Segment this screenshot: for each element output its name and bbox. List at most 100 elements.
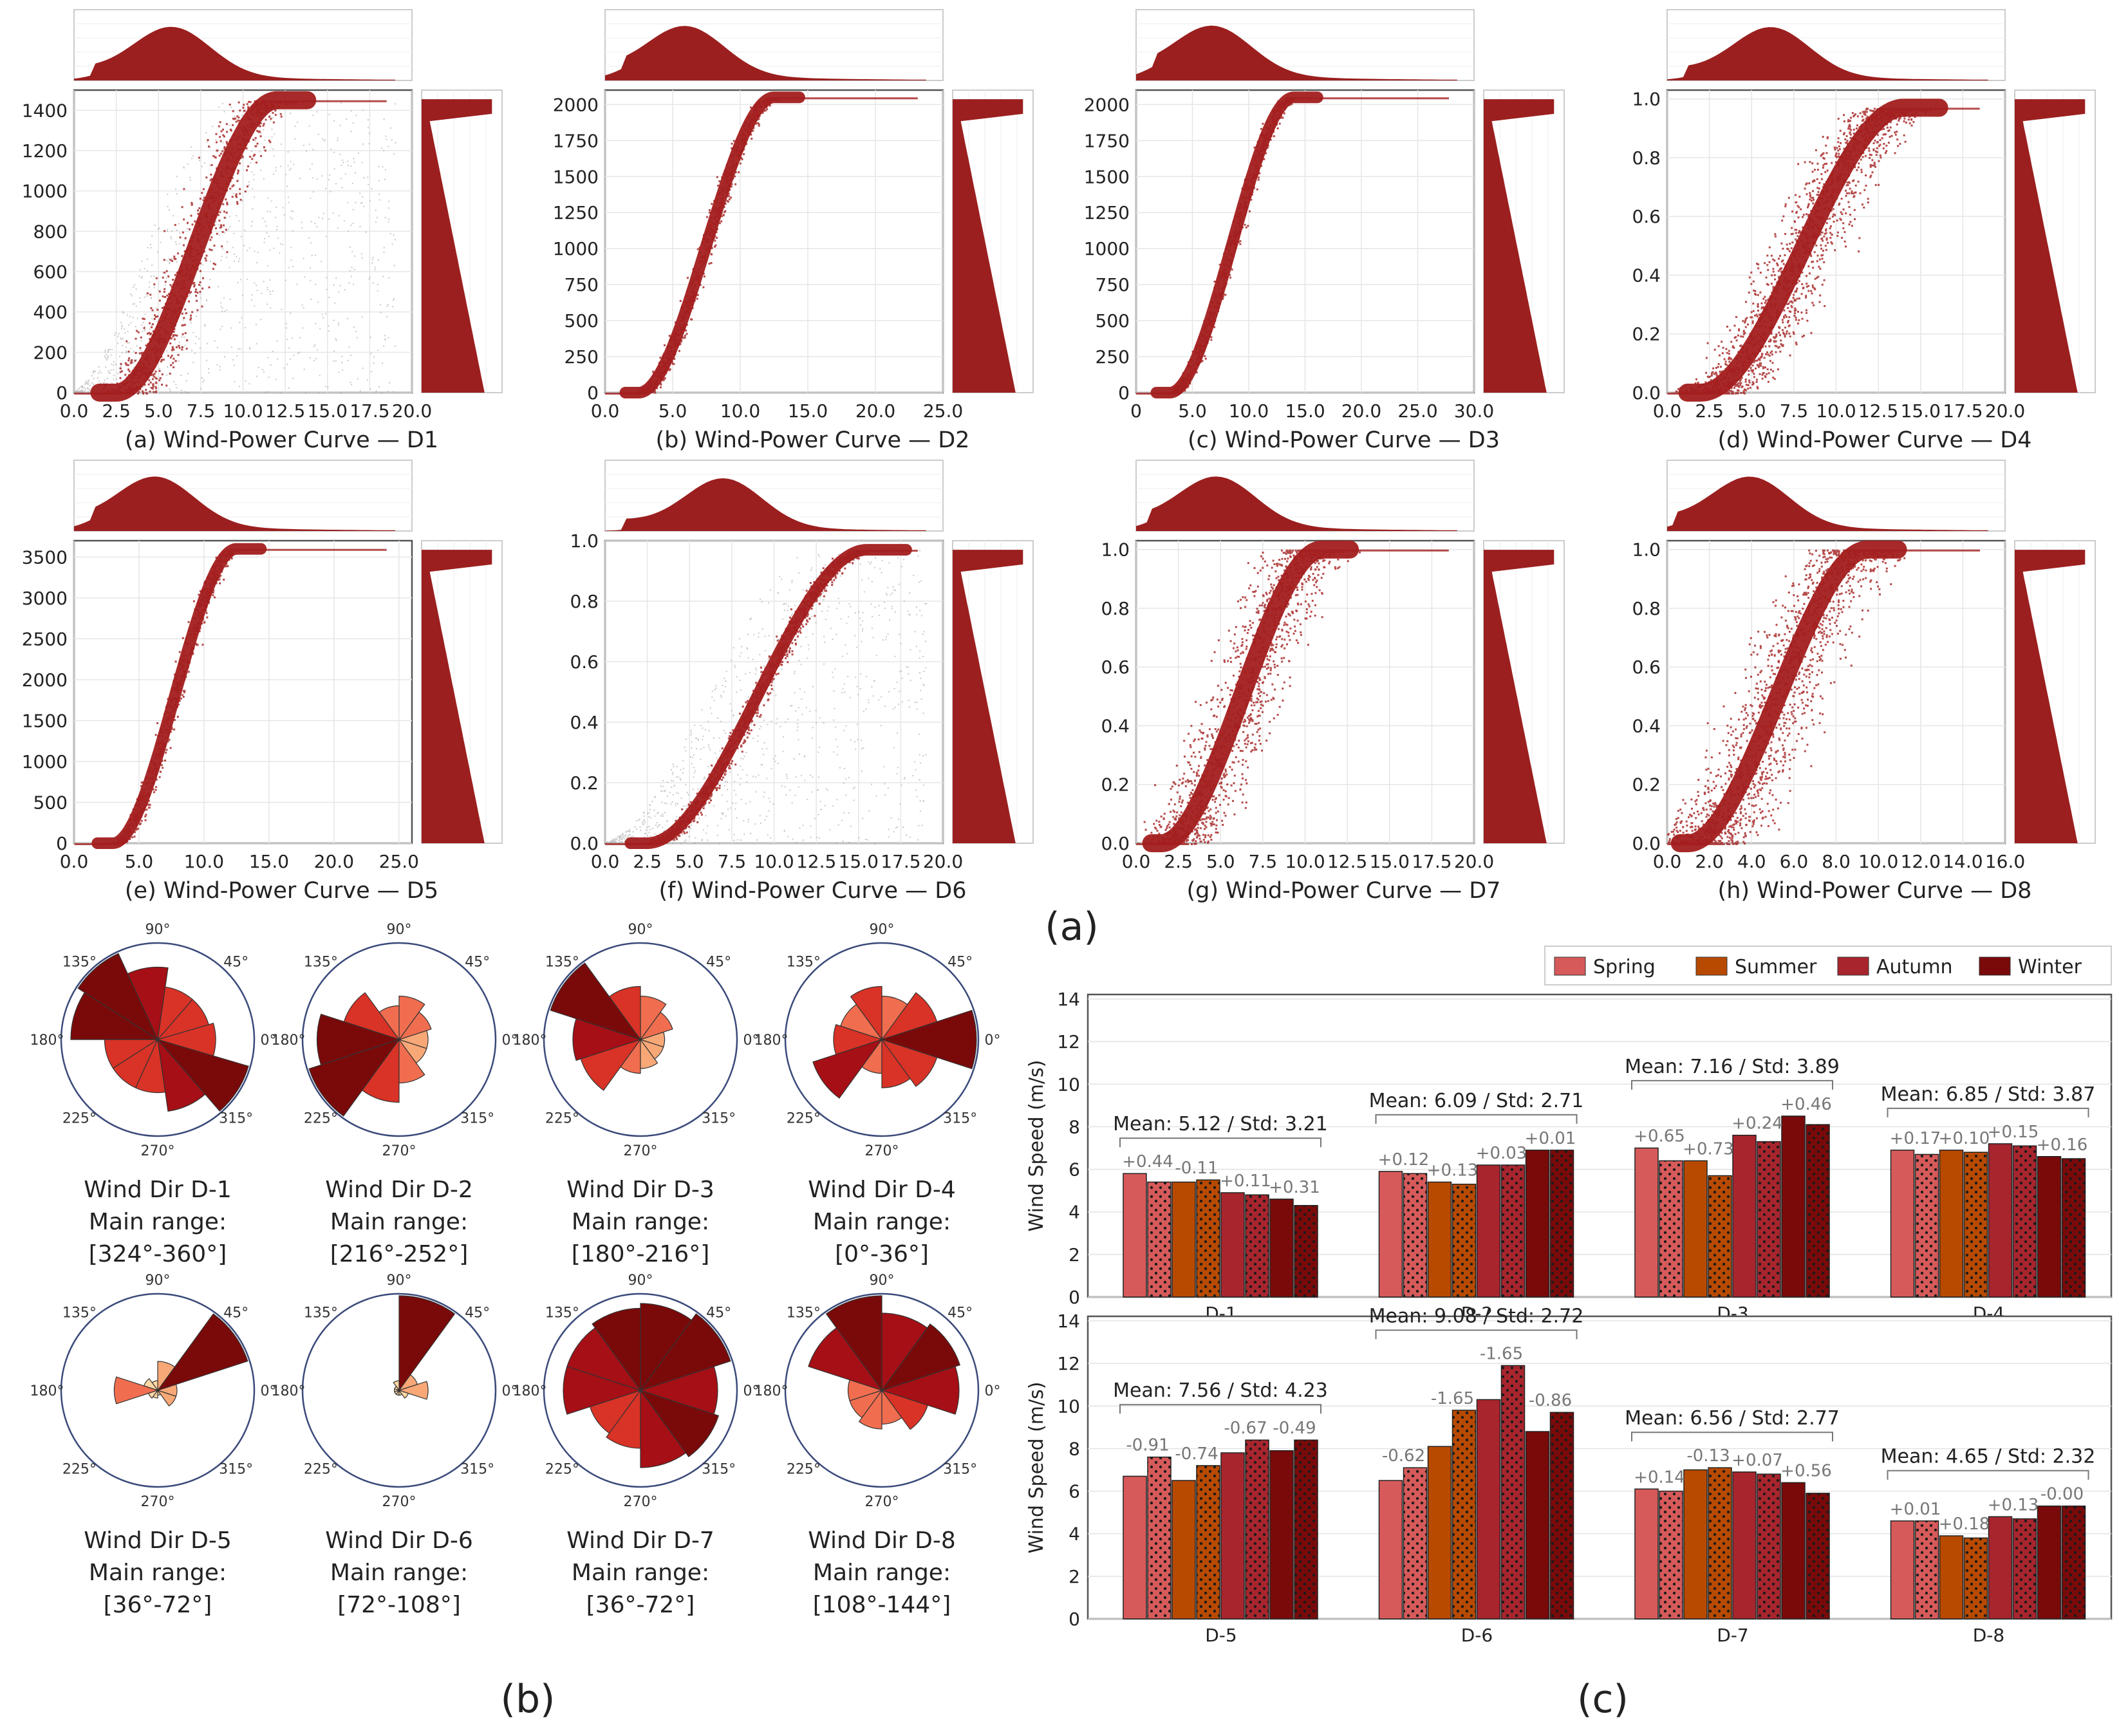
bar: [1123, 1173, 1147, 1298]
bar: [1634, 1147, 1659, 1298]
x-tick-label: 2.5: [1695, 400, 1724, 422]
wind-rose: 90° 45° 0° 315° 270° 225° 180° 135° Wind Dir D-8…: [754, 1273, 1001, 1618]
x-tick-label: 12.5: [1327, 851, 1367, 872]
rose-title: Wind Dir D-1: [84, 1177, 232, 1203]
y-axis-label: Wind Speed (m/s): [1025, 1382, 1048, 1554]
rose-angle-label: 270°: [382, 1143, 416, 1159]
bar: [1269, 1450, 1294, 1619]
right-histogram: [2015, 99, 2086, 393]
x-tick-label: D-7: [1717, 1625, 1748, 1646]
top-histogram: [1136, 476, 1457, 531]
y-tick-label: 12: [1057, 1353, 1080, 1374]
panel-label-a: (a): [1045, 904, 1099, 949]
bar-hatch: [1501, 1365, 1525, 1619]
delta-label: +0.73: [1683, 1139, 1734, 1159]
rose-angle-label: 135°: [787, 954, 821, 970]
y-tick-label: 10: [1057, 1074, 1080, 1095]
x-tick-label: 10.0: [754, 851, 794, 872]
bar: [1378, 1171, 1403, 1298]
mean-std-label: Mean: 6.56 / Std: 2.77: [1625, 1407, 1840, 1430]
y-tick-label: 0.2: [1632, 324, 1661, 345]
chart-title: (h) Wind-Power Curve — D8: [1718, 878, 2032, 904]
bar-group: +0.44 -0.11+0.11+0.31 Mean: 5.12 / Std: 3.…: [1113, 1113, 1328, 1324]
y-tick-label: 4: [1069, 1202, 1080, 1223]
delta-label: -0.62: [1382, 1446, 1425, 1466]
y-tick-label: 3500: [22, 546, 68, 568]
panel-label-c: (c): [1577, 1677, 1629, 1722]
rose-title: Wind Dir D-5: [84, 1527, 232, 1554]
rose-sector: [808, 1327, 883, 1392]
bar: [1476, 1399, 1501, 1619]
y-tick-label: 0: [587, 382, 599, 404]
rose-range: [180°-216°]: [572, 1241, 710, 1267]
rose-sector: [858, 1389, 882, 1430]
rose-angle-label: 90°: [628, 1273, 653, 1289]
rose-sector: [825, 1295, 882, 1392]
rose-title: Wind Dir D-4: [808, 1177, 956, 1203]
x-tick-label: 20.0: [314, 851, 354, 872]
y-tick-label: 0.8: [570, 591, 599, 612]
rose-sector: [572, 1018, 642, 1061]
delta-label: +0.24: [1732, 1114, 1783, 1134]
delta-label: +0.01: [1525, 1129, 1576, 1148]
panel-c-seasonal-bars: Spring Summer Autumn Winter 0 2 4 6 8 10 12 14 Wind …: [1025, 946, 2113, 1646]
y-tick-label: 0: [1069, 1609, 1080, 1630]
y-tick-label: 8: [1069, 1438, 1080, 1459]
bar-hatch: [1708, 1468, 1732, 1619]
bar-hatch: [1550, 1412, 1574, 1619]
rose-title: Wind Dir D-8: [808, 1527, 956, 1554]
y-tick-label: 0.8: [1632, 147, 1661, 169]
delta-label: +0.44: [1122, 1152, 1173, 1171]
x-tick-label: 25.0: [1397, 400, 1437, 422]
x-tick-label: 15.0: [1285, 400, 1325, 422]
rose-angle-label: 0°: [743, 1383, 760, 1399]
rose-angle-label: 135°: [304, 954, 338, 970]
bar-hatch: [1403, 1173, 1427, 1297]
rose-sector: [398, 1381, 429, 1400]
rose-angle-label: 315°: [219, 1111, 253, 1127]
plot-frame: [73, 539, 413, 845]
rose-sector: [592, 1307, 641, 1392]
panel-label-b: (b): [501, 1677, 555, 1722]
x-tick-label: 15.0: [1370, 851, 1410, 872]
wind-rose: 90° 45° 0° 315° 270° 225° 180° 135° Wind Dir D-6…: [272, 1273, 518, 1618]
y-tick-label: 500: [1096, 310, 1130, 331]
y-tick-label: 250: [1096, 346, 1130, 368]
x-tick-label: 15.0: [308, 400, 348, 422]
rose-title: Wind Dir D-7: [566, 1527, 714, 1554]
rose-range: [324°-360°]: [89, 1241, 227, 1267]
y-tick-label: 800: [33, 221, 68, 242]
rose-sector: [881, 992, 938, 1041]
y-tick-label: 2: [1069, 1244, 1080, 1265]
bar-hatch: [1915, 1154, 1939, 1297]
y-tick-label: 1000: [22, 181, 68, 202]
top-histogram: [1667, 476, 1988, 531]
y-tick-label: 0: [1118, 382, 1130, 404]
rose-sector: [113, 1376, 159, 1405]
rose-angle-label: 180°: [30, 1383, 64, 1399]
rose-angle-label: 0°: [985, 1383, 1001, 1399]
delta-label: +0.56: [1780, 1461, 1832, 1480]
wind-power-chart: 0.0 2.5 5.0 7.5 10.0 12.5 15.0 17.5 20.0 0.0 0.2 0.…: [1632, 9, 2096, 453]
bar-hatch: [1246, 1195, 1269, 1297]
rose-angle-label: 0°: [261, 1032, 277, 1049]
x-tick-label: D-6: [1461, 1625, 1493, 1646]
rose-sector: [639, 1366, 718, 1415]
x-tick-label: 2.5: [633, 851, 662, 872]
x-tick-label: 15.0: [249, 851, 289, 872]
bar: [1781, 1482, 1806, 1619]
x-tick-label: 10.0: [184, 851, 224, 872]
rose-title: Wind Dir D-3: [566, 1177, 714, 1203]
delta-label: +0.13: [1988, 1495, 2039, 1515]
x-tick-label: 5.0: [1737, 400, 1766, 422]
y-tick-label: 1750: [553, 130, 599, 151]
x-tick-label: 8.0: [1822, 851, 1851, 872]
rose-angle-label: 270°: [141, 1494, 175, 1510]
delta-label: +0.11: [1220, 1171, 1271, 1191]
rose-angle-label: 90°: [387, 1273, 412, 1289]
rose-sector: [850, 985, 882, 1041]
rose-angle-label: 180°: [754, 1032, 789, 1049]
x-tick-label: D-8: [1973, 1625, 2004, 1646]
wind-power-chart: 0.0 2.5 5.0 7.5 10.0 12.5 15.0 17.5 20.0 0.0 0.2 0.…: [1101, 460, 1565, 904]
